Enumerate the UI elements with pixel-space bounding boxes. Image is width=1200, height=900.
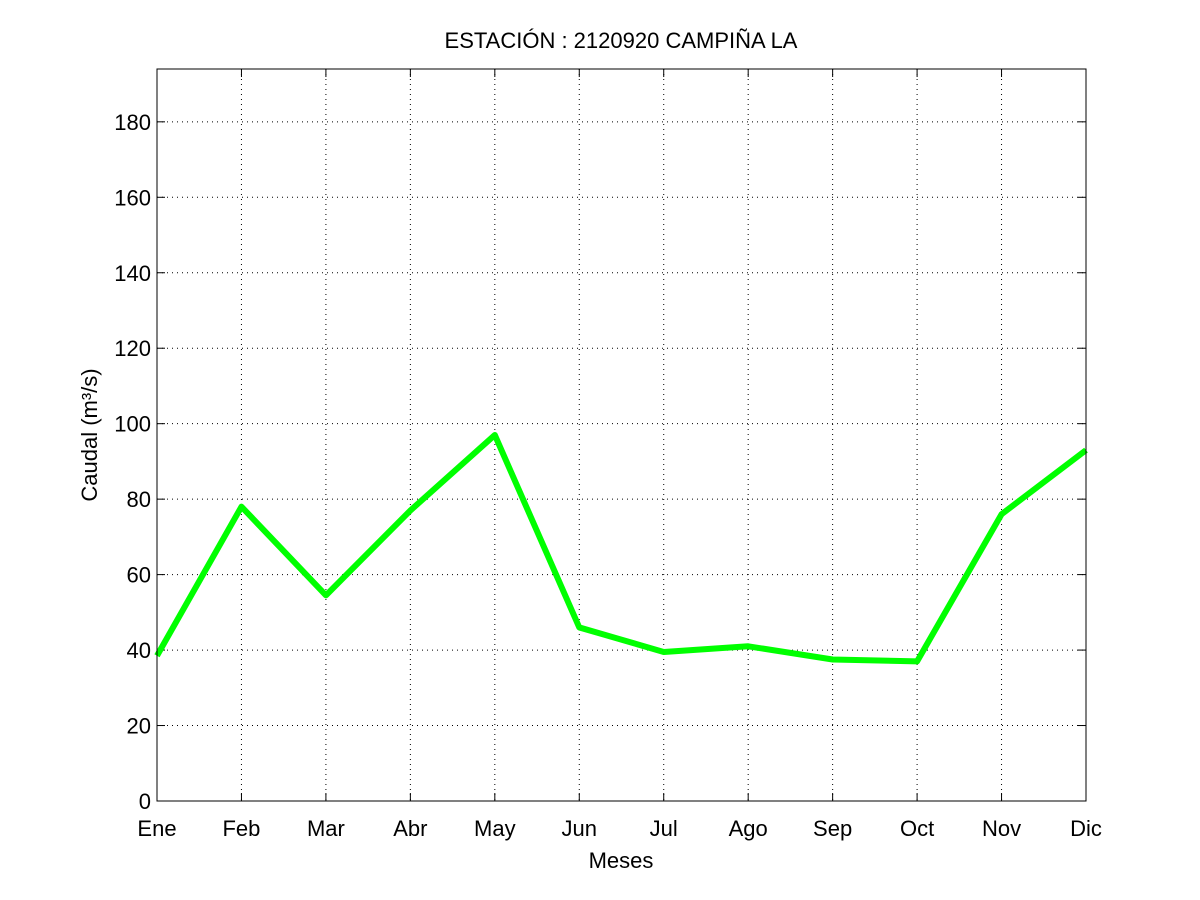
y-tick-label: 80 <box>127 487 151 512</box>
y-tick-label: 20 <box>127 714 151 739</box>
grid-lines <box>157 69 1086 801</box>
x-tick-labels: Ene Feb Mar Abr May Jun Jul Ago Sep Oct Nov Dic <box>137 816 1101 841</box>
x-tick-label: Ago <box>729 816 768 841</box>
x-tick-label: Nov <box>982 816 1021 841</box>
x-tick-label: Jun <box>562 816 597 841</box>
axis-ticks <box>156 69 1087 802</box>
y-tick-label: 140 <box>114 261 151 286</box>
y-tick-labels: 0 20 40 60 80 100 120 140 160 180 <box>114 110 151 814</box>
y-tick-label: 60 <box>127 563 151 588</box>
x-tick-label: May <box>474 816 516 841</box>
y-tick-label: 40 <box>127 638 151 663</box>
y-tick-label: 0 <box>139 789 151 814</box>
x-tick-label: Abr <box>393 816 427 841</box>
x-tick-label: Sep <box>813 816 852 841</box>
y-tick-label: 120 <box>114 336 151 361</box>
y-axis-label: Caudal (m³/s) <box>77 368 102 501</box>
x-tick-label: Ene <box>137 816 176 841</box>
x-axis-label: Meses <box>589 848 654 873</box>
x-tick-label: Feb <box>222 816 260 841</box>
y-tick-label: 180 <box>114 110 151 135</box>
x-tick-label: Oct <box>900 816 934 841</box>
chart-title: ESTACIÓN : 2120920 CAMPIÑA LA <box>445 28 798 53</box>
plot-frame <box>156 68 1087 802</box>
series-line <box>154 432 1088 665</box>
x-tick-label: Mar <box>307 816 345 841</box>
y-tick-label: 100 <box>114 412 151 437</box>
x-tick-label: Jul <box>650 816 678 841</box>
x-tick-label: Dic <box>1070 816 1102 841</box>
series-layer <box>154 432 1088 665</box>
y-tick-label: 160 <box>114 185 151 210</box>
